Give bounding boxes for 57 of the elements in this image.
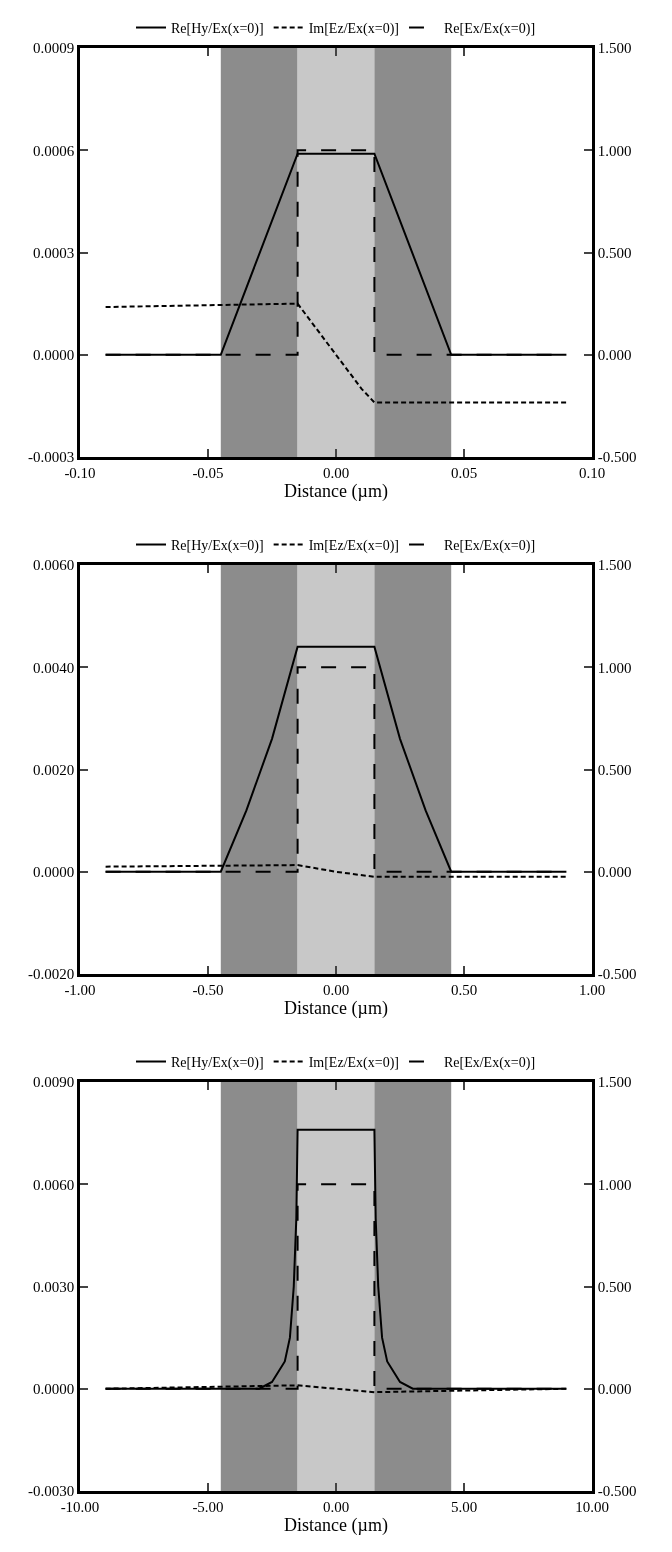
legend-label: Re[Hy/Ex(x=0)]	[171, 20, 264, 37]
y2-tick-label: 0.500	[597, 1278, 632, 1295]
x-tick-label: 0.10	[578, 464, 606, 481]
x-tick-label: -5.00	[192, 1498, 224, 1515]
y-tick-label: 0.0090	[33, 1074, 75, 1091]
legend-label: Re[Hy/Ex(x=0)]	[171, 1054, 264, 1071]
x-tick-label: -10.00	[60, 1498, 100, 1515]
x-axis-title: Distance (µm)	[284, 997, 388, 1019]
y2-tick-label: -0.500	[597, 966, 637, 983]
y-tick-label: 0.0003	[33, 244, 75, 261]
x-tick-label: -1.00	[64, 981, 96, 998]
y2-tick-label: 0.500	[597, 244, 632, 261]
x-tick-label: 0.50	[450, 981, 478, 998]
y2-tick-label: 1.500	[597, 557, 632, 574]
x-tick-label: -0.10	[64, 464, 96, 481]
y2-tick-label: 1.000	[597, 1176, 632, 1193]
y-tick-label: -0.0030	[28, 1483, 75, 1500]
legend-label: Re[Ex/Ex(x=0)]	[443, 20, 536, 37]
legend-label: Im[Ez/Ex(x=0)]	[308, 20, 399, 37]
legend-label: Re[Hy/Ex(x=0)]	[171, 537, 264, 554]
y-tick-label: 0.0000	[33, 347, 75, 363]
y2-tick-label: 0.000	[597, 347, 632, 363]
x-tick-label: 0.00	[322, 464, 350, 481]
x-tick-label: -0.05	[192, 464, 224, 481]
y2-tick-label: 1.500	[597, 1074, 632, 1091]
y2-tick-label: 1.000	[597, 142, 632, 159]
y-tick-label: 0.0030	[33, 1278, 75, 1295]
y-tick-label: 0.0000	[33, 864, 75, 880]
y2-tick-label: 1.000	[597, 659, 632, 676]
y-tick-label: -0.0020	[28, 966, 75, 983]
x-tick-label: 0.05	[450, 464, 478, 481]
legend-label: Re[Ex/Ex(x=0)]	[443, 537, 536, 554]
y-tick-label: 0.0000	[33, 1381, 75, 1397]
x-tick-label: 0.00	[322, 1498, 350, 1515]
legend-label: Im[Ez/Ex(x=0)]	[308, 537, 399, 554]
x-tick-label: 10.00	[575, 1498, 609, 1515]
y2-tick-label: 0.000	[597, 1381, 632, 1397]
y2-tick-label: 1.500	[597, 40, 632, 57]
y2-tick-label: -0.500	[597, 449, 637, 466]
y-tick-label: 0.0040	[33, 659, 75, 676]
y-tick-label: 0.0060	[33, 1176, 75, 1193]
y2-tick-label: 0.000	[597, 864, 632, 880]
x-tick-label: 1.00	[578, 981, 606, 998]
y-tick-label: 0.0020	[33, 761, 75, 778]
x-tick-label: 0.00	[322, 981, 350, 998]
y2-tick-label: 0.500	[597, 761, 632, 778]
x-tick-label: -0.50	[192, 981, 224, 998]
x-axis-title: Distance (µm)	[284, 480, 388, 502]
y-tick-label: 0.0009	[33, 40, 75, 57]
y-tick-label: 0.0006	[33, 142, 75, 159]
x-tick-label: 5.00	[450, 1498, 478, 1515]
legend-label: Re[Ex/Ex(x=0)]	[443, 1054, 536, 1071]
y-tick-label: 0.0060	[33, 557, 75, 574]
y2-tick-label: -0.500	[597, 1483, 637, 1500]
x-axis-title: Distance (µm)	[284, 1514, 388, 1536]
legend-label: Im[Ez/Ex(x=0)]	[308, 1054, 399, 1071]
y-tick-label: -0.0003	[28, 449, 75, 466]
